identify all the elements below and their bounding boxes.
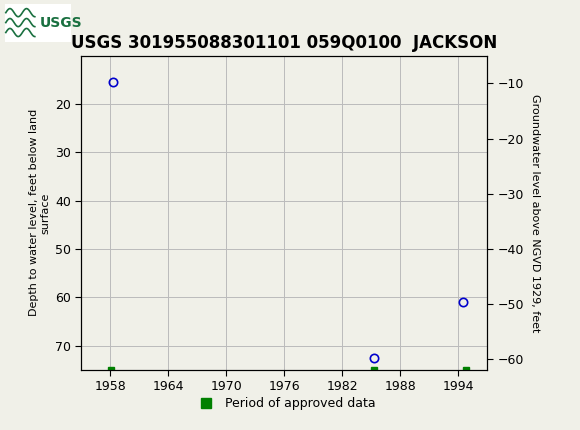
Bar (5, 3, 71, 42)
Legend: Period of approved data: Period of approved data (188, 392, 380, 415)
Y-axis label: Depth to water level, feet below land
surface: Depth to water level, feet below land su… (29, 109, 50, 316)
Y-axis label: Groundwater level above NGVD 1929, feet: Groundwater level above NGVD 1929, feet (530, 94, 539, 332)
Text: USGS: USGS (39, 15, 82, 30)
Title: USGS 301955088301101 059Q0100  JACKSON: USGS 301955088301101 059Q0100 JACKSON (71, 34, 497, 52)
